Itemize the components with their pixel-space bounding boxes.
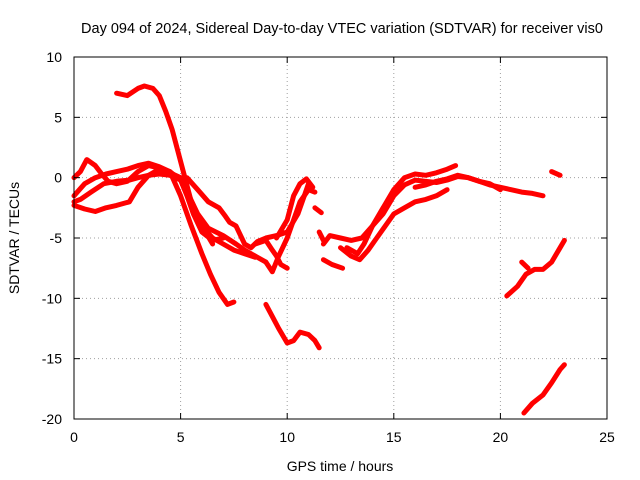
series-s4 (71, 160, 237, 307)
y-tick-label: -20 (42, 411, 62, 427)
series-s3 (71, 157, 226, 243)
series-s9 (274, 176, 316, 241)
series-s16 (412, 172, 503, 193)
chart-title: Day 094 of 2024, Sidereal Day-to-day VTE… (81, 21, 603, 37)
x-tick-label: 15 (386, 429, 402, 445)
series-s17 (263, 301, 322, 351)
series-s11 (316, 229, 326, 243)
ticks (73, 56, 608, 420)
y-tick-label: 0 (54, 170, 62, 186)
series-s19 (519, 259, 531, 271)
y-tick-label: 5 (54, 109, 62, 125)
series-s15 (344, 163, 459, 257)
y-tick-label: -15 (42, 351, 62, 367)
tick-labels: 0 5 10 15 20 25 -20 -15 -10 -5 0 5 10 (42, 49, 615, 445)
series-s8 (263, 187, 318, 275)
series-s7 (252, 237, 290, 271)
x-tick-label: 25 (599, 429, 615, 445)
series-s14 (338, 187, 450, 263)
series-s2 (71, 171, 258, 260)
x-tick-label: 5 (177, 429, 185, 445)
x-tick-label: 10 (279, 429, 295, 445)
y-tick-label: -10 (42, 290, 62, 306)
series-s18 (504, 237, 567, 299)
x-axis-title: GPS time / hours (287, 458, 394, 474)
series-s21 (521, 362, 567, 416)
series-layer (71, 83, 567, 416)
x-tick-label: 20 (493, 429, 509, 445)
y-axis-title: SDTVAR / TECUs (6, 182, 22, 294)
y-tick-label: -5 (50, 230, 63, 246)
series-s10 (312, 205, 324, 216)
series-s5 (114, 83, 216, 247)
x-tick-label: 0 (70, 429, 78, 445)
series-s13 (320, 257, 346, 271)
series-s20 (549, 169, 563, 178)
y-tick-label: 10 (46, 49, 62, 65)
